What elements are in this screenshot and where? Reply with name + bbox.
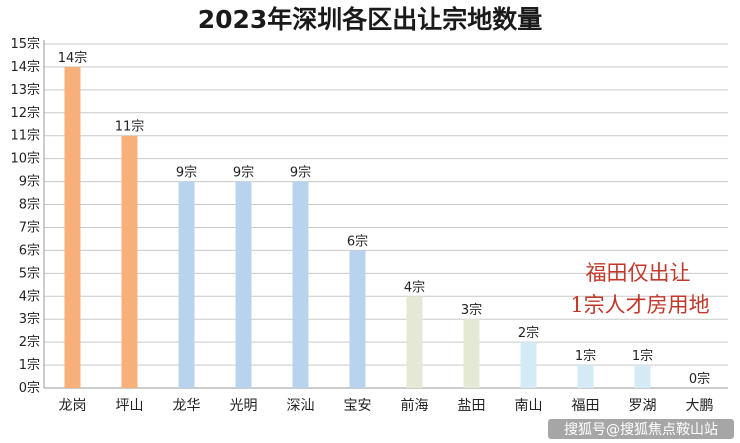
y-tick-label: 10宗 — [10, 151, 40, 167]
bar — [577, 365, 594, 388]
data-label: 6宗 — [347, 233, 368, 249]
data-label: 14宗 — [58, 50, 88, 66]
y-tick-label: 15宗 — [10, 36, 40, 52]
category-label: 盐田 — [458, 398, 486, 414]
data-label: 0宗 — [689, 371, 710, 387]
category-label: 龙岗 — [59, 398, 87, 414]
bar — [406, 296, 423, 388]
data-label: 9宗 — [233, 165, 254, 181]
data-label: 11宗 — [115, 119, 145, 135]
bar — [463, 319, 480, 388]
y-tick-label: 0宗 — [19, 380, 40, 396]
y-tick-label: 14宗 — [10, 59, 40, 75]
data-label: 2宗 — [518, 325, 539, 341]
category-label: 罗湖 — [629, 398, 657, 414]
data-label: 1宗 — [575, 348, 596, 364]
annotation-line-1: 福田仅出让 — [586, 261, 691, 285]
y-tick-label: 8宗 — [19, 197, 40, 213]
category-label: 宝安 — [344, 398, 372, 414]
x-axis-categories: 龙岗 坪山 龙华 光明 深汕 宝安 前海 盐田 南山 福田 罗湖 大鹏 — [59, 397, 714, 414]
bar — [64, 66, 81, 388]
y-tick-label: 7宗 — [19, 219, 40, 235]
bar — [235, 181, 252, 388]
bars — [64, 66, 651, 388]
y-tick-label: 4宗 — [19, 288, 40, 304]
y-tick-label: 3宗 — [19, 311, 40, 327]
y-tick-label: 11宗 — [10, 128, 40, 144]
category-label: 南山 — [515, 398, 543, 414]
data-label: 3宗 — [461, 302, 482, 318]
category-label: 大鹏 — [686, 398, 714, 414]
category-label: 光明 — [230, 398, 258, 414]
watermark: 搜狐号@搜狐焦点鞍山站 — [548, 419, 734, 439]
grid-lines — [44, 43, 728, 366]
data-label: 9宗 — [176, 165, 197, 181]
y-axis-ticks: 0宗 1宗 2宗 3宗 4宗 5宗 6宗 7宗 8宗 9宗 10宗 11宗 12宗 13宗 14宗 15宗 — [10, 36, 40, 396]
axes — [43, 40, 728, 389]
y-tick-label: 12宗 — [10, 105, 40, 121]
bar — [349, 250, 366, 388]
bar — [121, 135, 138, 388]
data-label: 4宗 — [404, 279, 425, 295]
y-tick-label: 5宗 — [19, 265, 40, 281]
y-tick-label: 6宗 — [19, 242, 40, 258]
data-label: 1宗 — [632, 348, 653, 364]
annotation: 福田仅出让 1宗人才房用地 — [570, 261, 709, 317]
category-label: 深汕 — [287, 398, 315, 414]
y-tick-label: 1宗 — [19, 357, 40, 373]
category-label: 坪山 — [116, 398, 144, 414]
category-label: 前海 — [401, 397, 429, 414]
bar — [520, 342, 537, 388]
category-label: 福田 — [572, 398, 600, 414]
category-label: 龙华 — [173, 398, 201, 414]
chart-title: 2023年深圳各区出让宗地数量 — [198, 5, 543, 34]
bar — [634, 365, 651, 388]
data-labels: 14宗 11宗 9宗 9宗 9宗 6宗 4宗 3宗 2宗 1宗 1宗 0宗 — [58, 50, 710, 387]
y-tick-label: 13宗 — [10, 82, 40, 98]
bar — [292, 181, 309, 388]
watermark-background — [548, 419, 734, 439]
y-tick-label: 2宗 — [19, 334, 40, 350]
bar — [178, 181, 195, 388]
watermark-text: 搜狐号@搜狐焦点鞍山站 — [564, 422, 718, 438]
y-tick-label: 9宗 — [19, 174, 40, 190]
annotation-line-2: 1宗人才房用地 — [570, 293, 709, 317]
data-label: 9宗 — [290, 165, 311, 181]
